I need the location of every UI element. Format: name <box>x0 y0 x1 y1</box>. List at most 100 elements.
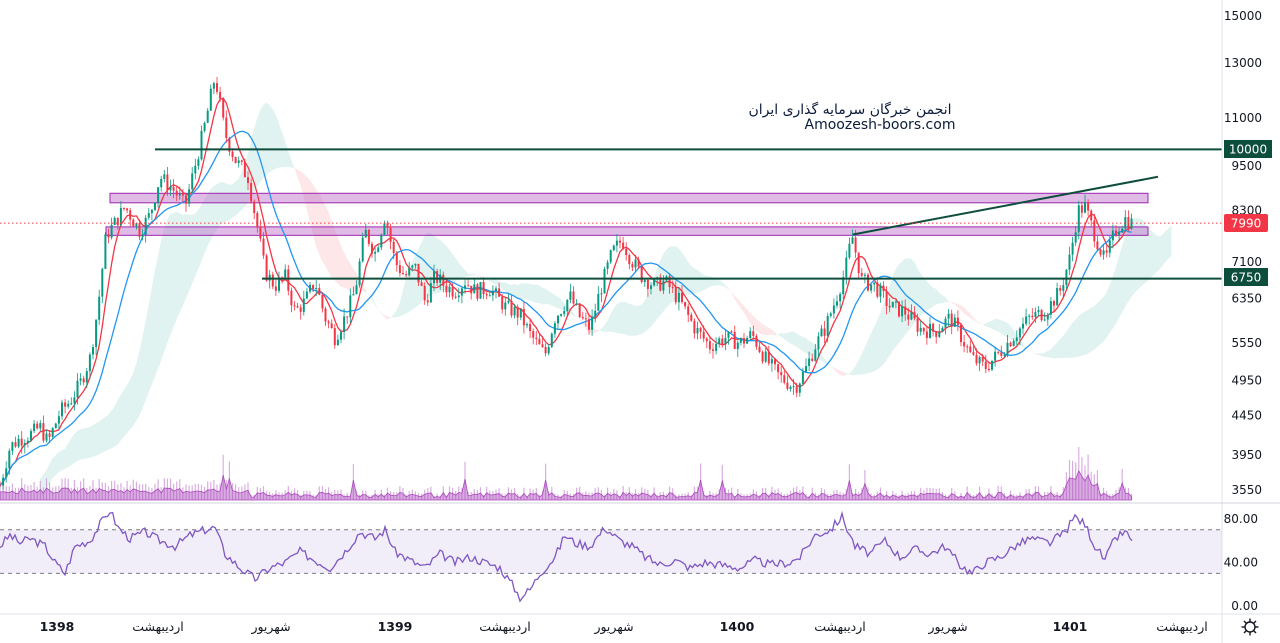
candle-body <box>95 319 98 348</box>
candle-body <box>464 285 466 289</box>
cloud-segment <box>1168 225 1172 259</box>
cloud-segment <box>343 252 347 289</box>
candle-body <box>687 306 690 315</box>
candle-body <box>129 210 132 220</box>
candle-body <box>1096 241 1099 250</box>
volume-bar <box>262 486 265 500</box>
candle-body <box>727 331 730 338</box>
price-tick-label: 9500 <box>1231 159 1262 173</box>
cloud-segment <box>753 315 757 331</box>
price-tick-label: 13000 <box>1224 56 1262 70</box>
cloud-segment <box>1001 320 1005 336</box>
candle-body <box>907 314 910 320</box>
price-axis[interactable]: 1500013000110009500830071006350555049504… <box>1224 9 1262 497</box>
candle-body <box>417 263 420 283</box>
candle-body <box>113 217 116 225</box>
candle-body <box>482 282 485 295</box>
candle-body <box>392 241 395 254</box>
cloud-segment <box>529 284 533 302</box>
volume-bar <box>210 481 212 500</box>
cloud-segment <box>743 305 747 318</box>
candle-body <box>278 277 280 291</box>
cloud-segment <box>625 302 629 336</box>
cloud-segment <box>160 229 164 362</box>
volume-bar <box>641 487 643 500</box>
volume-bar <box>142 484 144 500</box>
candle-body <box>891 301 894 308</box>
cloud-segment <box>1115 257 1119 325</box>
cloud-segment <box>542 288 546 305</box>
cloud-segment <box>526 283 530 301</box>
cloud-segment <box>216 182 220 230</box>
candle-body <box>473 284 476 294</box>
cloud-segment <box>195 210 199 277</box>
candle-body <box>203 122 206 131</box>
candle-body <box>163 174 166 179</box>
candle-body <box>612 245 615 251</box>
cloud-segment <box>505 282 509 294</box>
candle-body <box>110 224 113 238</box>
cloud-segment <box>83 427 87 460</box>
cloud-segment <box>1109 277 1113 334</box>
cloud-segment <box>508 283 512 296</box>
candle-body <box>544 346 547 354</box>
volume-bar <box>107 486 110 500</box>
volume-bar <box>824 489 826 500</box>
cloud-segment <box>269 104 273 173</box>
settings-gear-icon[interactable] <box>1241 618 1259 636</box>
candle-body <box>674 287 677 303</box>
cloud-segment <box>1053 342 1057 359</box>
candle-body <box>1037 309 1040 313</box>
candle-body <box>870 284 873 291</box>
cloud-segment <box>740 302 744 313</box>
candle-body <box>256 213 259 228</box>
cloud-segment <box>393 310 397 318</box>
cloud-segment <box>253 118 257 193</box>
volume-bar <box>200 484 203 500</box>
time-axis-label: اردیبهشت <box>479 619 531 635</box>
cloud-segment <box>622 301 626 335</box>
candle-body <box>265 255 268 281</box>
candle-body <box>259 227 262 239</box>
candle-body <box>922 327 925 332</box>
volume-bar <box>278 492 280 500</box>
candle-body <box>336 339 339 346</box>
candle-body <box>597 294 600 311</box>
cloud-segment <box>486 279 490 282</box>
candle-body <box>960 324 962 343</box>
volume-bar <box>861 487 863 500</box>
candle-body <box>315 287 318 290</box>
volume-bar <box>98 478 100 500</box>
candle-body <box>987 369 990 371</box>
candle-body <box>563 311 566 315</box>
cloud-segment <box>917 267 921 320</box>
cloud-segment <box>768 327 772 336</box>
candle-body <box>42 423 45 441</box>
candle-body <box>296 306 299 308</box>
cloud-segment <box>182 214 186 307</box>
cloud-segment <box>539 285 543 305</box>
cloud-segment <box>511 283 515 297</box>
candle-body <box>23 443 26 446</box>
cloud-segment <box>105 414 109 452</box>
candle-body <box>684 302 687 307</box>
candle-body <box>693 320 696 334</box>
rsi-tick-label: 0.00 <box>1231 599 1258 613</box>
candle-body <box>305 291 308 299</box>
volume-bar <box>802 486 804 500</box>
volume-bar <box>123 487 125 500</box>
candle-body <box>271 274 274 287</box>
cloud-segment <box>811 342 815 358</box>
volume-bar <box>21 478 23 500</box>
cloud-segment <box>883 296 887 365</box>
cloud-segment <box>303 173 307 209</box>
cloud-segment <box>594 329 598 334</box>
cloud-segment <box>675 246 679 300</box>
cloud-segment <box>979 322 983 325</box>
time-axis[interactable]: 1398 اردیبهشت شهریور 1399 اردیبهشت شهریور 1400… <box>40 619 1208 635</box>
candle-body <box>448 286 451 293</box>
volume-bar <box>495 489 497 500</box>
cloud-segment <box>374 302 378 309</box>
candle-body <box>969 346 972 353</box>
